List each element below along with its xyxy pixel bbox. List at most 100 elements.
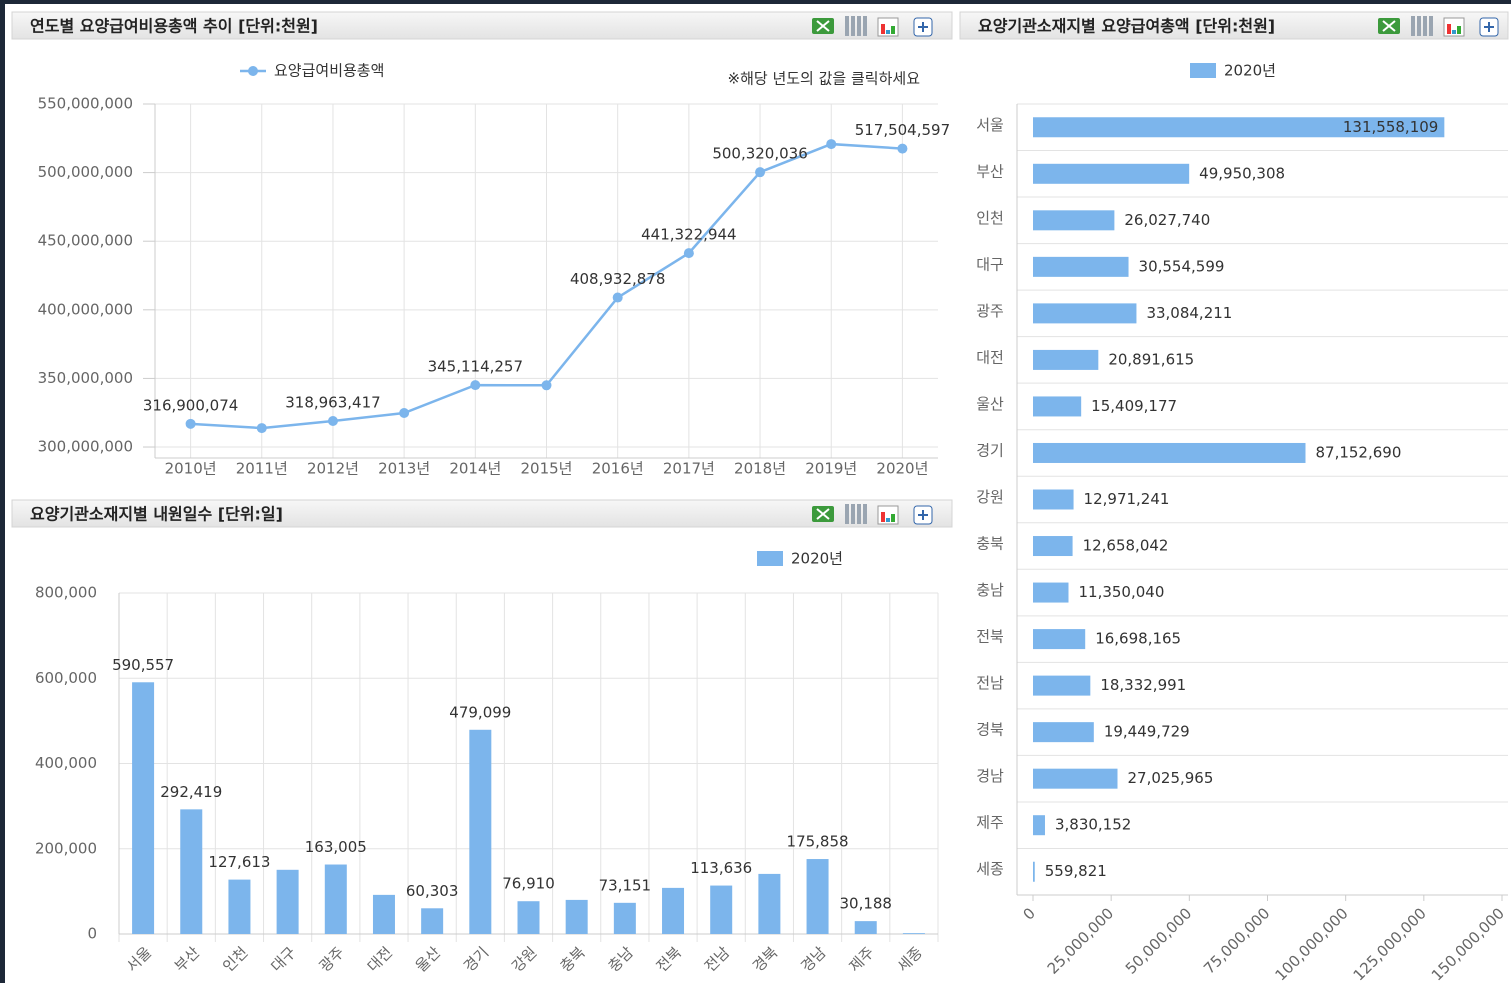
data-label: 292,419 [160, 783, 222, 801]
data-label: 318,963,417 [285, 394, 380, 412]
bar[interactable] [1033, 536, 1073, 557]
legend-marker [248, 66, 258, 76]
bar[interactable] [1033, 861, 1035, 882]
data-label: 408,932,878 [570, 270, 665, 288]
bar[interactable] [1033, 675, 1091, 696]
table-button[interactable] [1423, 16, 1427, 36]
data-label: 12,658,042 [1083, 537, 1169, 555]
data-label: 517,504,597 [855, 121, 950, 139]
bar[interactable] [565, 899, 588, 934]
chart-glyph [881, 512, 885, 522]
bar[interactable] [1033, 489, 1074, 510]
excel-glyph [1382, 20, 1396, 32]
bar[interactable] [1033, 256, 1129, 277]
y-tick-label: 0 [87, 925, 97, 943]
data-label: 76,910 [502, 875, 555, 893]
bar[interactable] [421, 908, 444, 934]
bar[interactable] [1033, 629, 1086, 650]
table-button[interactable] [863, 504, 867, 524]
bar[interactable] [854, 921, 877, 934]
data-point[interactable] [256, 423, 267, 434]
expand-glyph [918, 510, 928, 520]
data-label: 12,971,241 [1084, 490, 1170, 508]
y-tick-label: 광주 [976, 302, 1004, 320]
table-button[interactable] [1411, 16, 1415, 36]
x-tick-label: 2013년 [378, 460, 430, 478]
table-button[interactable] [845, 504, 849, 524]
bar[interactable] [1033, 303, 1137, 324]
y-tick-label: 550,000,000 [38, 95, 133, 113]
data-label: 20,891,615 [1108, 350, 1194, 368]
y-tick-label: 400,000,000 [38, 300, 133, 318]
data-point[interactable] [399, 407, 410, 418]
y-tick-label: 서울 [976, 116, 1004, 134]
data-point[interactable] [185, 418, 196, 429]
bar[interactable] [1033, 722, 1094, 743]
bar[interactable] [324, 864, 347, 934]
chart-glyph [881, 24, 885, 34]
bar[interactable] [180, 809, 203, 934]
table-button[interactable] [857, 16, 861, 36]
bar[interactable] [806, 859, 829, 934]
panel-title: 요양기관소재지별 내원일수 [단위:일] [30, 505, 283, 524]
data-point[interactable] [755, 167, 766, 178]
data-label: 60,303 [406, 882, 459, 900]
bar[interactable] [1033, 582, 1069, 603]
legend-label: 2020년 [1224, 62, 1276, 80]
y-tick-label: 부산 [976, 162, 1004, 180]
bar[interactable] [1033, 442, 1306, 463]
x-tick-label: 2018년 [734, 460, 786, 478]
bar[interactable] [1033, 396, 1082, 417]
data-point[interactable] [897, 143, 908, 154]
bar[interactable] [276, 869, 299, 934]
data-label: 73,151 [599, 876, 652, 894]
x-tick-label: 2017년 [663, 460, 715, 478]
bar[interactable] [228, 879, 251, 934]
data-label: 3,830,152 [1055, 816, 1131, 834]
table-button[interactable] [1429, 16, 1433, 36]
bar[interactable] [1033, 815, 1045, 836]
data-label: 131,558,109 [1343, 118, 1438, 136]
table-button[interactable] [845, 16, 849, 36]
legend-swatch [1190, 63, 1216, 78]
panel-title: 요양기관소재지별 요양급여총액 [단위:천원] [978, 17, 1275, 36]
table-button[interactable] [857, 504, 861, 524]
bar[interactable] [758, 873, 781, 934]
bar[interactable] [662, 887, 685, 934]
bar[interactable] [1033, 349, 1099, 370]
data-label: 49,950,308 [1199, 164, 1285, 182]
data-point[interactable] [541, 380, 552, 391]
y-tick-label: 450,000,000 [38, 232, 133, 250]
bar[interactable] [1033, 163, 1190, 184]
y-tick-label: 400,000 [35, 754, 97, 772]
bar[interactable] [132, 682, 155, 934]
bar[interactable] [1033, 210, 1115, 231]
table-button[interactable] [1417, 16, 1421, 36]
x-tick-label: 2019년 [805, 460, 857, 478]
chart-glyph [1457, 26, 1461, 34]
bar[interactable] [469, 729, 492, 934]
data-label: 175,858 [787, 833, 849, 851]
data-point[interactable] [826, 139, 837, 150]
data-point[interactable] [683, 248, 694, 259]
bar[interactable] [710, 885, 733, 934]
data-label: 30,188 [839, 895, 892, 913]
bar[interactable] [372, 894, 395, 934]
data-label: 345,114,257 [428, 358, 523, 376]
data-point[interactable] [327, 416, 338, 427]
excel-glyph [816, 508, 830, 520]
bar[interactable] [902, 933, 925, 934]
panel-header [959, 11, 1509, 40]
y-tick-label: 500,000,000 [38, 163, 133, 181]
bar[interactable] [613, 902, 636, 934]
table-button[interactable] [851, 16, 855, 36]
chart-glyph [1452, 30, 1456, 34]
bar[interactable] [1033, 768, 1118, 789]
bar[interactable] [517, 901, 540, 934]
table-button[interactable] [851, 504, 855, 524]
table-button[interactable] [863, 16, 867, 36]
data-label: 18,332,991 [1100, 676, 1186, 694]
data-point[interactable] [470, 380, 481, 391]
bar[interactable] [1033, 117, 1445, 138]
data-point[interactable] [612, 292, 623, 303]
